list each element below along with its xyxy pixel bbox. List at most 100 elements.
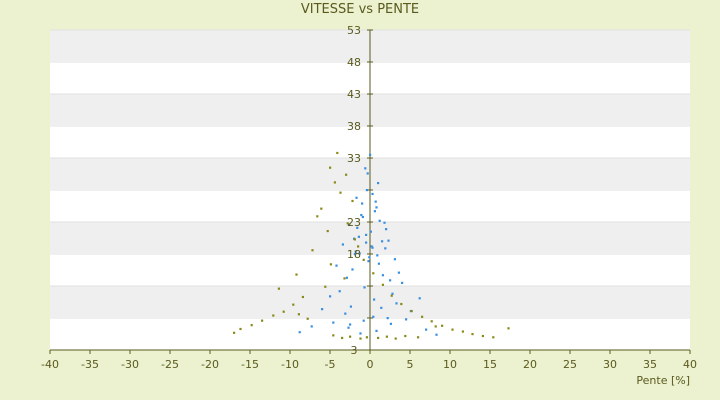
data-point-blue-point [377, 181, 380, 185]
data-point-blue-point [373, 210, 376, 213]
data-point-blue-point [401, 281, 404, 284]
data-point-blue-point [387, 239, 390, 242]
data-point-blue-point [365, 189, 368, 192]
data-point-olive-point [372, 272, 375, 275]
data-point-olive-point [365, 336, 368, 339]
data-point-blue-point [355, 196, 358, 199]
data-point-blue-point [367, 260, 370, 263]
data-point-olive-point [421, 315, 424, 318]
data-point-olive-point [434, 325, 437, 328]
x-tick-label: -20 [201, 358, 219, 371]
data-point-olive-point [311, 249, 314, 252]
data-point-blue-point [332, 321, 335, 324]
data-point-blue-point [405, 318, 408, 321]
data-point-blue-point [380, 306, 383, 309]
data-point-blue-point [393, 258, 396, 261]
data-point-blue-point [375, 329, 378, 332]
data-point-blue-point [397, 271, 400, 274]
y-tick-label: 53 [347, 24, 361, 37]
data-point-olive-point [417, 336, 420, 339]
data-point-blue-point [349, 323, 352, 326]
data-point-olive-point [233, 331, 236, 334]
data-point-blue-point [348, 223, 351, 226]
x-tick-label: -5 [325, 358, 336, 371]
x-tick-label: 10 [443, 358, 457, 371]
data-point-blue-point [368, 256, 371, 259]
data-point-blue-point [375, 206, 378, 209]
data-point-blue-point [381, 274, 384, 277]
data-point-olive-point [400, 302, 403, 306]
data-point-blue-point [384, 247, 387, 250]
x-tick-label: -40 [41, 358, 59, 371]
data-point-olive-point [282, 310, 285, 313]
x-tick-label: -30 [121, 358, 139, 371]
data-point-olive-point [461, 330, 464, 333]
data-point-blue-point [321, 308, 324, 311]
data-point-olive-point [250, 324, 253, 327]
data-point-olive-point [332, 334, 335, 337]
x-tick-label: 25 [563, 358, 577, 371]
data-point-olive-point [341, 336, 344, 340]
data-point-blue-point [374, 200, 377, 203]
data-point-olive-point [351, 199, 354, 203]
y-tick-label: 33 [347, 152, 361, 165]
data-point-olive-point [404, 334, 407, 338]
data-point-olive-point [336, 151, 339, 155]
data-point-blue-point [338, 290, 341, 293]
x-tick-label: -15 [241, 358, 259, 371]
data-point-olive-point [385, 335, 388, 338]
data-point-blue-point [366, 172, 369, 175]
axes [49, 29, 691, 354]
data-point-olive-point [326, 229, 329, 233]
data-point-blue-point [365, 233, 368, 236]
x-tick-label: 15 [483, 358, 497, 371]
data-point-olive-point [507, 327, 510, 330]
data-point-blue-point [373, 298, 376, 301]
x-tick-label: -35 [81, 358, 99, 371]
data-point-blue-point [356, 226, 359, 229]
data-point-blue-point [369, 230, 372, 233]
x-axis-label: Pente [%] [636, 374, 690, 387]
data-point-olive-point [239, 327, 242, 331]
data-point-olive-point [359, 337, 362, 340]
data-point-blue-point [344, 312, 347, 315]
data-point-blue-point [353, 253, 356, 256]
data-point-blue-point [435, 333, 438, 336]
data-point-blue-point [362, 319, 365, 322]
data-point-blue-point [351, 268, 354, 271]
x-tick-label: 5 [407, 358, 414, 371]
data-point-olive-point [357, 245, 360, 248]
data-point-blue-point [310, 325, 313, 328]
data-point-olive-point [377, 336, 380, 340]
data-point-blue-point [357, 235, 360, 238]
data-point-olive-point [390, 294, 393, 297]
data-point-olive-point [345, 173, 348, 176]
data-point-olive-point [329, 263, 332, 266]
data-point-blue-point [358, 252, 361, 255]
data-point-blue-point [364, 167, 367, 170]
data-point-blue-point [359, 332, 362, 335]
data-point-blue-point [389, 322, 392, 325]
data-point-blue-point [361, 215, 364, 219]
data-point-olive-point [301, 295, 304, 299]
data-point-blue-point [376, 254, 379, 257]
data-point-blue-point [425, 328, 428, 331]
tick-labels: -40 -35 -30 -25 -20 -15 -10 -5 0 5 10 15 20 25 30 35 40 3… [41, 24, 697, 371]
y-tick-label: 3 [351, 344, 358, 357]
data-point-olive-point [481, 334, 484, 338]
data-point-blue-point [395, 302, 398, 305]
y-tick-label: 43 [347, 88, 361, 101]
x-tick-label: 20 [523, 358, 537, 371]
data-point-olive-point [353, 238, 356, 241]
data-point-blue-point [371, 192, 374, 196]
data-point-blue-point [345, 276, 348, 279]
data-point-blue-point [363, 286, 366, 289]
data-point-olive-point [339, 191, 342, 194]
data-point-olive-point [343, 277, 346, 280]
series-blue-points [298, 153, 438, 336]
data-point-olive-point [272, 314, 275, 317]
data-point-olive-point [430, 320, 433, 323]
data-point-blue-point [354, 250, 357, 253]
data-point-olive-point [410, 309, 413, 313]
